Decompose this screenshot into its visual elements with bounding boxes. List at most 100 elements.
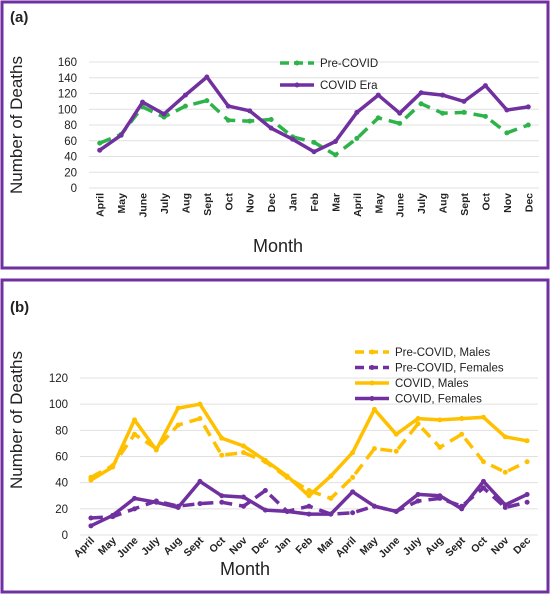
point <box>328 473 334 479</box>
x-tick-label: Feb <box>309 193 321 212</box>
point <box>437 444 443 450</box>
legend-label: Pre-COVID, Females <box>395 363 504 375</box>
point <box>415 491 421 497</box>
legend-marker <box>294 60 300 66</box>
legend-label: Pre-COVID <box>320 58 378 70</box>
point <box>350 489 356 495</box>
point <box>241 443 247 449</box>
x-tick-label: Aug <box>161 535 184 558</box>
x-tick-label: Nov <box>245 193 257 213</box>
y-tick-label: 40 <box>55 478 68 490</box>
x-tick-label: Dec <box>511 535 533 557</box>
x-tick-label: July <box>159 193 171 214</box>
x-tick-label: May <box>96 535 119 558</box>
point <box>306 488 312 494</box>
point <box>371 406 377 412</box>
legend-marker <box>369 380 375 386</box>
legend-label: COVID, Males <box>395 378 469 390</box>
point <box>480 485 486 491</box>
point <box>311 149 317 155</box>
point <box>502 434 508 440</box>
series-line <box>99 98 529 157</box>
x-tick-label: Sept <box>443 534 468 559</box>
x-tick-label: April <box>333 535 358 560</box>
point <box>110 464 116 470</box>
point <box>482 83 488 89</box>
point <box>437 493 443 499</box>
panel-frame <box>0 0 550 270</box>
point <box>97 147 103 153</box>
point <box>393 448 399 454</box>
point <box>306 503 312 509</box>
point <box>440 110 446 116</box>
point <box>354 135 360 141</box>
y-tick-label: 60 <box>64 136 77 148</box>
y-tick-label: 20 <box>64 167 77 179</box>
point <box>153 447 159 453</box>
y-tick-label: 120 <box>58 89 77 101</box>
point <box>459 431 465 437</box>
point <box>175 505 181 511</box>
x-tick-label: Nov <box>489 535 512 558</box>
point <box>306 493 312 499</box>
point <box>219 435 225 441</box>
point <box>88 523 94 529</box>
x-tick-label: Nov <box>227 535 250 558</box>
point <box>524 459 530 465</box>
point <box>153 499 159 505</box>
point <box>219 499 225 505</box>
point <box>418 90 424 96</box>
point <box>524 438 530 444</box>
point <box>247 108 253 114</box>
x-tick-label: Jan <box>272 535 293 556</box>
point <box>132 506 138 512</box>
x-tick-label: June <box>138 193 150 218</box>
x-tick-label: July <box>401 535 424 558</box>
point <box>480 414 486 420</box>
point <box>371 446 377 452</box>
point <box>502 502 508 508</box>
point <box>415 498 421 504</box>
point <box>225 103 231 109</box>
x-tick-label: Aug <box>423 535 446 558</box>
point <box>328 495 334 501</box>
point <box>197 416 203 422</box>
y-tick-label: 100 <box>58 104 77 116</box>
point <box>284 508 290 514</box>
x-tick-label: July <box>416 193 428 214</box>
point <box>197 478 203 484</box>
point <box>132 417 138 423</box>
point <box>219 452 225 458</box>
point <box>504 130 510 136</box>
x-tick-label: April <box>72 535 97 560</box>
x-tick-label: July <box>139 535 162 558</box>
x-tick-label: April <box>95 193 107 217</box>
y-tick-label: 100 <box>49 399 68 411</box>
point <box>225 117 231 123</box>
point <box>375 92 381 98</box>
point <box>525 104 531 110</box>
point <box>219 493 225 499</box>
panel-label: (a) <box>10 9 28 26</box>
x-tick-label: Dec <box>523 193 535 212</box>
point <box>332 139 338 145</box>
x-tick-label: Oct <box>480 193 492 211</box>
point <box>197 401 203 407</box>
point <box>110 512 116 518</box>
x-tick-label: Dec <box>266 193 278 212</box>
legend-label: COVID Era <box>320 80 378 92</box>
y-axis-title: Number of Deaths <box>7 351 26 489</box>
x-tick-label: April <box>352 193 364 217</box>
x-tick-label: June <box>395 193 407 218</box>
x-axis-title: Month <box>220 559 270 579</box>
x-tick-label: Nov <box>502 193 514 213</box>
point <box>350 474 356 480</box>
point <box>354 109 360 115</box>
point <box>440 92 446 98</box>
point <box>311 139 317 145</box>
point <box>175 422 181 428</box>
point <box>525 122 531 128</box>
point <box>284 473 290 479</box>
y-tick-label: 120 <box>49 373 68 385</box>
